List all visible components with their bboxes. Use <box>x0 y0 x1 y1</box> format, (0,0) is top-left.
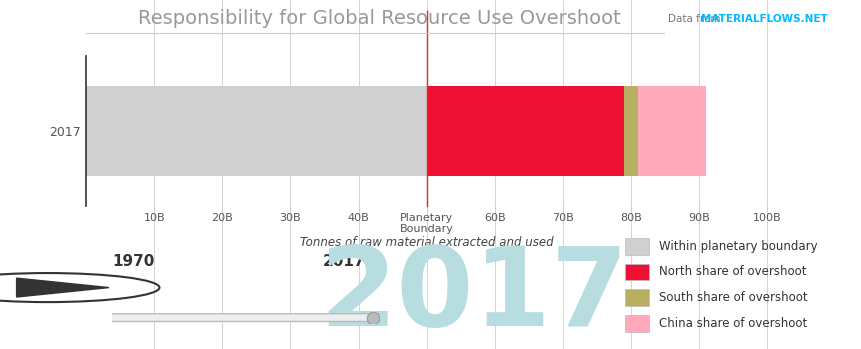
X-axis label: Tonnes of raw material extracted and used: Tonnes of raw material extracted and use… <box>300 236 553 249</box>
Polygon shape <box>16 278 108 297</box>
Text: China share of overshoot: China share of overshoot <box>659 317 807 330</box>
FancyBboxPatch shape <box>107 314 384 321</box>
Text: MATERIALFLOWS.NET: MATERIALFLOWS.NET <box>700 14 827 24</box>
Text: South share of overshoot: South share of overshoot <box>659 291 807 304</box>
Bar <box>426 86 623 176</box>
Text: North share of overshoot: North share of overshoot <box>659 266 806 279</box>
Text: 2017: 2017 <box>319 242 628 349</box>
Bar <box>86 86 426 176</box>
Text: Responsibility for Global Resource Use Overshoot: Responsibility for Global Resource Use O… <box>138 9 620 28</box>
Bar <box>623 86 637 176</box>
Text: 2017: 2017 <box>323 254 365 269</box>
FancyBboxPatch shape <box>624 263 648 280</box>
FancyBboxPatch shape <box>624 315 648 332</box>
Text: 1970: 1970 <box>112 254 154 269</box>
Text: Within planetary boundary: Within planetary boundary <box>659 240 817 253</box>
Bar <box>637 86 705 176</box>
Text: Data from: Data from <box>667 14 723 24</box>
FancyBboxPatch shape <box>624 289 648 306</box>
FancyBboxPatch shape <box>624 238 648 255</box>
